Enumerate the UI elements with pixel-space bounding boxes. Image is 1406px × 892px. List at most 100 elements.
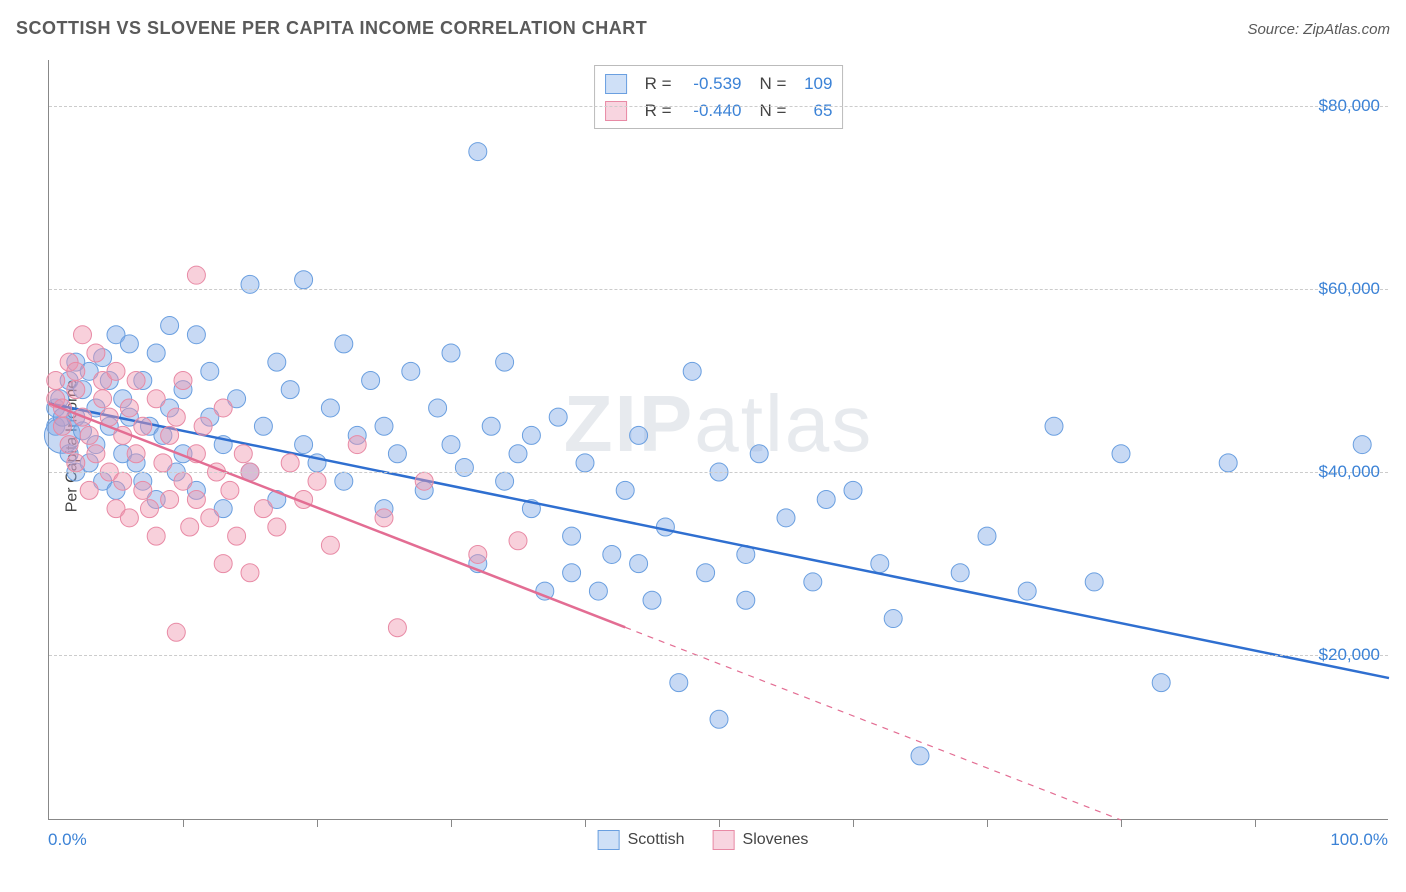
scatter-point	[777, 509, 795, 527]
scatter-point	[161, 426, 179, 444]
legend-swatch-icon	[713, 830, 735, 850]
scatter-point	[47, 371, 65, 389]
legend-label: Scottish	[628, 831, 685, 848]
x-tick	[317, 819, 318, 827]
scatter-point	[630, 426, 648, 444]
y-tick-label: $20,000	[1319, 645, 1380, 665]
legend-label: Slovenes	[743, 831, 809, 848]
scatter-point	[214, 555, 232, 573]
scatter-point	[74, 326, 92, 344]
scatter-point	[254, 500, 272, 518]
scatter-point	[321, 536, 339, 554]
scatter-point	[362, 371, 380, 389]
scatter-point	[201, 509, 219, 527]
gridline	[49, 106, 1388, 107]
scatter-point	[234, 445, 252, 463]
chart-svg	[49, 60, 1388, 819]
scatter-point	[147, 344, 165, 362]
scatter-point	[127, 371, 145, 389]
scatter-point	[120, 335, 138, 353]
scatter-point	[442, 344, 460, 362]
scatter-point	[1353, 436, 1371, 454]
scatter-point	[871, 555, 889, 573]
scatter-point	[53, 417, 71, 435]
legend-item: Scottish	[598, 830, 685, 850]
scatter-point	[187, 326, 205, 344]
stats-row: R =-0.440N =65	[605, 97, 833, 124]
scatter-point	[80, 426, 98, 444]
scatter-point	[1045, 417, 1063, 435]
stats-r-value: -0.539	[682, 70, 742, 97]
scatter-point	[978, 527, 996, 545]
scatter-point	[1152, 674, 1170, 692]
stats-box: R =-0.539N =109R =-0.440N =65	[594, 65, 844, 129]
scatter-point	[482, 417, 500, 435]
chart-header: SCOTTISH VS SLOVENE PER CAPITA INCOME CO…	[16, 18, 1390, 39]
scatter-point	[911, 747, 929, 765]
scatter-point	[254, 417, 272, 435]
scatter-point	[120, 509, 138, 527]
x-tick	[987, 819, 988, 827]
scatter-point	[496, 472, 514, 490]
scatter-point	[522, 426, 540, 444]
scatter-point	[335, 335, 353, 353]
scatter-point	[228, 527, 246, 545]
scatter-point	[683, 362, 701, 380]
scatter-point	[308, 472, 326, 490]
scatter-point	[295, 436, 313, 454]
scatter-point	[1219, 454, 1237, 472]
scatter-point	[147, 527, 165, 545]
scatter-point	[141, 500, 159, 518]
scatter-point	[120, 399, 138, 417]
scatter-point	[415, 472, 433, 490]
scatter-point	[670, 674, 688, 692]
scatter-point	[281, 454, 299, 472]
x-tick	[719, 819, 720, 827]
scatter-point	[167, 623, 185, 641]
scatter-point	[321, 399, 339, 417]
scatter-point	[388, 619, 406, 637]
scatter-point	[87, 445, 105, 463]
scatter-point	[563, 527, 581, 545]
scatter-point	[174, 472, 192, 490]
scatter-point	[201, 362, 219, 380]
scatter-point	[1112, 445, 1130, 463]
scatter-point	[161, 317, 179, 335]
x-tick	[1255, 819, 1256, 827]
scatter-point	[455, 458, 473, 476]
scatter-point	[616, 481, 634, 499]
stats-r-value: -0.440	[682, 97, 742, 124]
scatter-point	[161, 491, 179, 509]
scatter-point	[469, 545, 487, 563]
scatter-point	[737, 591, 755, 609]
legend-swatch-icon	[605, 74, 627, 94]
scatter-point	[697, 564, 715, 582]
scatter-point	[388, 445, 406, 463]
scatter-point	[656, 518, 674, 536]
scatter-point	[402, 362, 420, 380]
scatter-point	[268, 353, 286, 371]
chart-source: Source: ZipAtlas.com	[1247, 21, 1390, 38]
scatter-point	[576, 454, 594, 472]
scatter-point	[134, 417, 152, 435]
scatter-point	[80, 481, 98, 499]
scatter-point	[1085, 573, 1103, 591]
scatter-point	[496, 353, 514, 371]
gridline	[49, 289, 1388, 290]
gridline	[49, 472, 1388, 473]
scatter-point	[67, 381, 85, 399]
y-tick-label: $60,000	[1319, 279, 1380, 299]
stats-n-value: 109	[796, 70, 832, 97]
scatter-point	[67, 362, 85, 380]
x-tick	[585, 819, 586, 827]
scatter-point	[469, 143, 487, 161]
scatter-point	[603, 545, 621, 563]
trend-line-solid	[49, 403, 1389, 678]
legend-swatch-icon	[598, 830, 620, 850]
scatter-point	[348, 436, 366, 454]
scatter-point	[87, 344, 105, 362]
scatter-point	[817, 491, 835, 509]
scatter-point	[187, 266, 205, 284]
stats-r-label: R =	[645, 70, 672, 97]
scatter-point	[241, 564, 259, 582]
